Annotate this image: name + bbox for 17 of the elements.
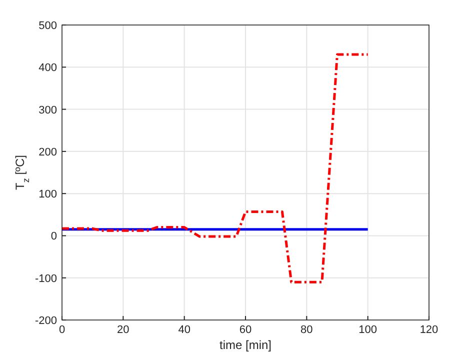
x-tick-label: 20 xyxy=(117,324,130,336)
y-tick-label: 300 xyxy=(38,104,57,116)
x-tick-label: 100 xyxy=(358,324,378,336)
y-tick-label: 200 xyxy=(38,146,57,158)
y-tick-label: 100 xyxy=(38,188,57,201)
y-tick-label: 400 xyxy=(38,62,57,74)
x-tick-label: 80 xyxy=(300,324,313,336)
x-tick-label: 120 xyxy=(420,324,438,336)
y-tick-label: 0 xyxy=(50,230,57,243)
x-tick-label: 40 xyxy=(178,324,190,336)
x-axis-title: time [min] xyxy=(219,338,272,352)
line-series xyxy=(60,53,370,284)
y-tick-label: -100 xyxy=(34,272,57,285)
y-tick-label: -200 xyxy=(34,315,57,327)
x-tick-label: 60 xyxy=(239,324,252,336)
y-tick-label: 500 xyxy=(38,20,57,32)
x-tick-label: 0 xyxy=(58,324,66,336)
